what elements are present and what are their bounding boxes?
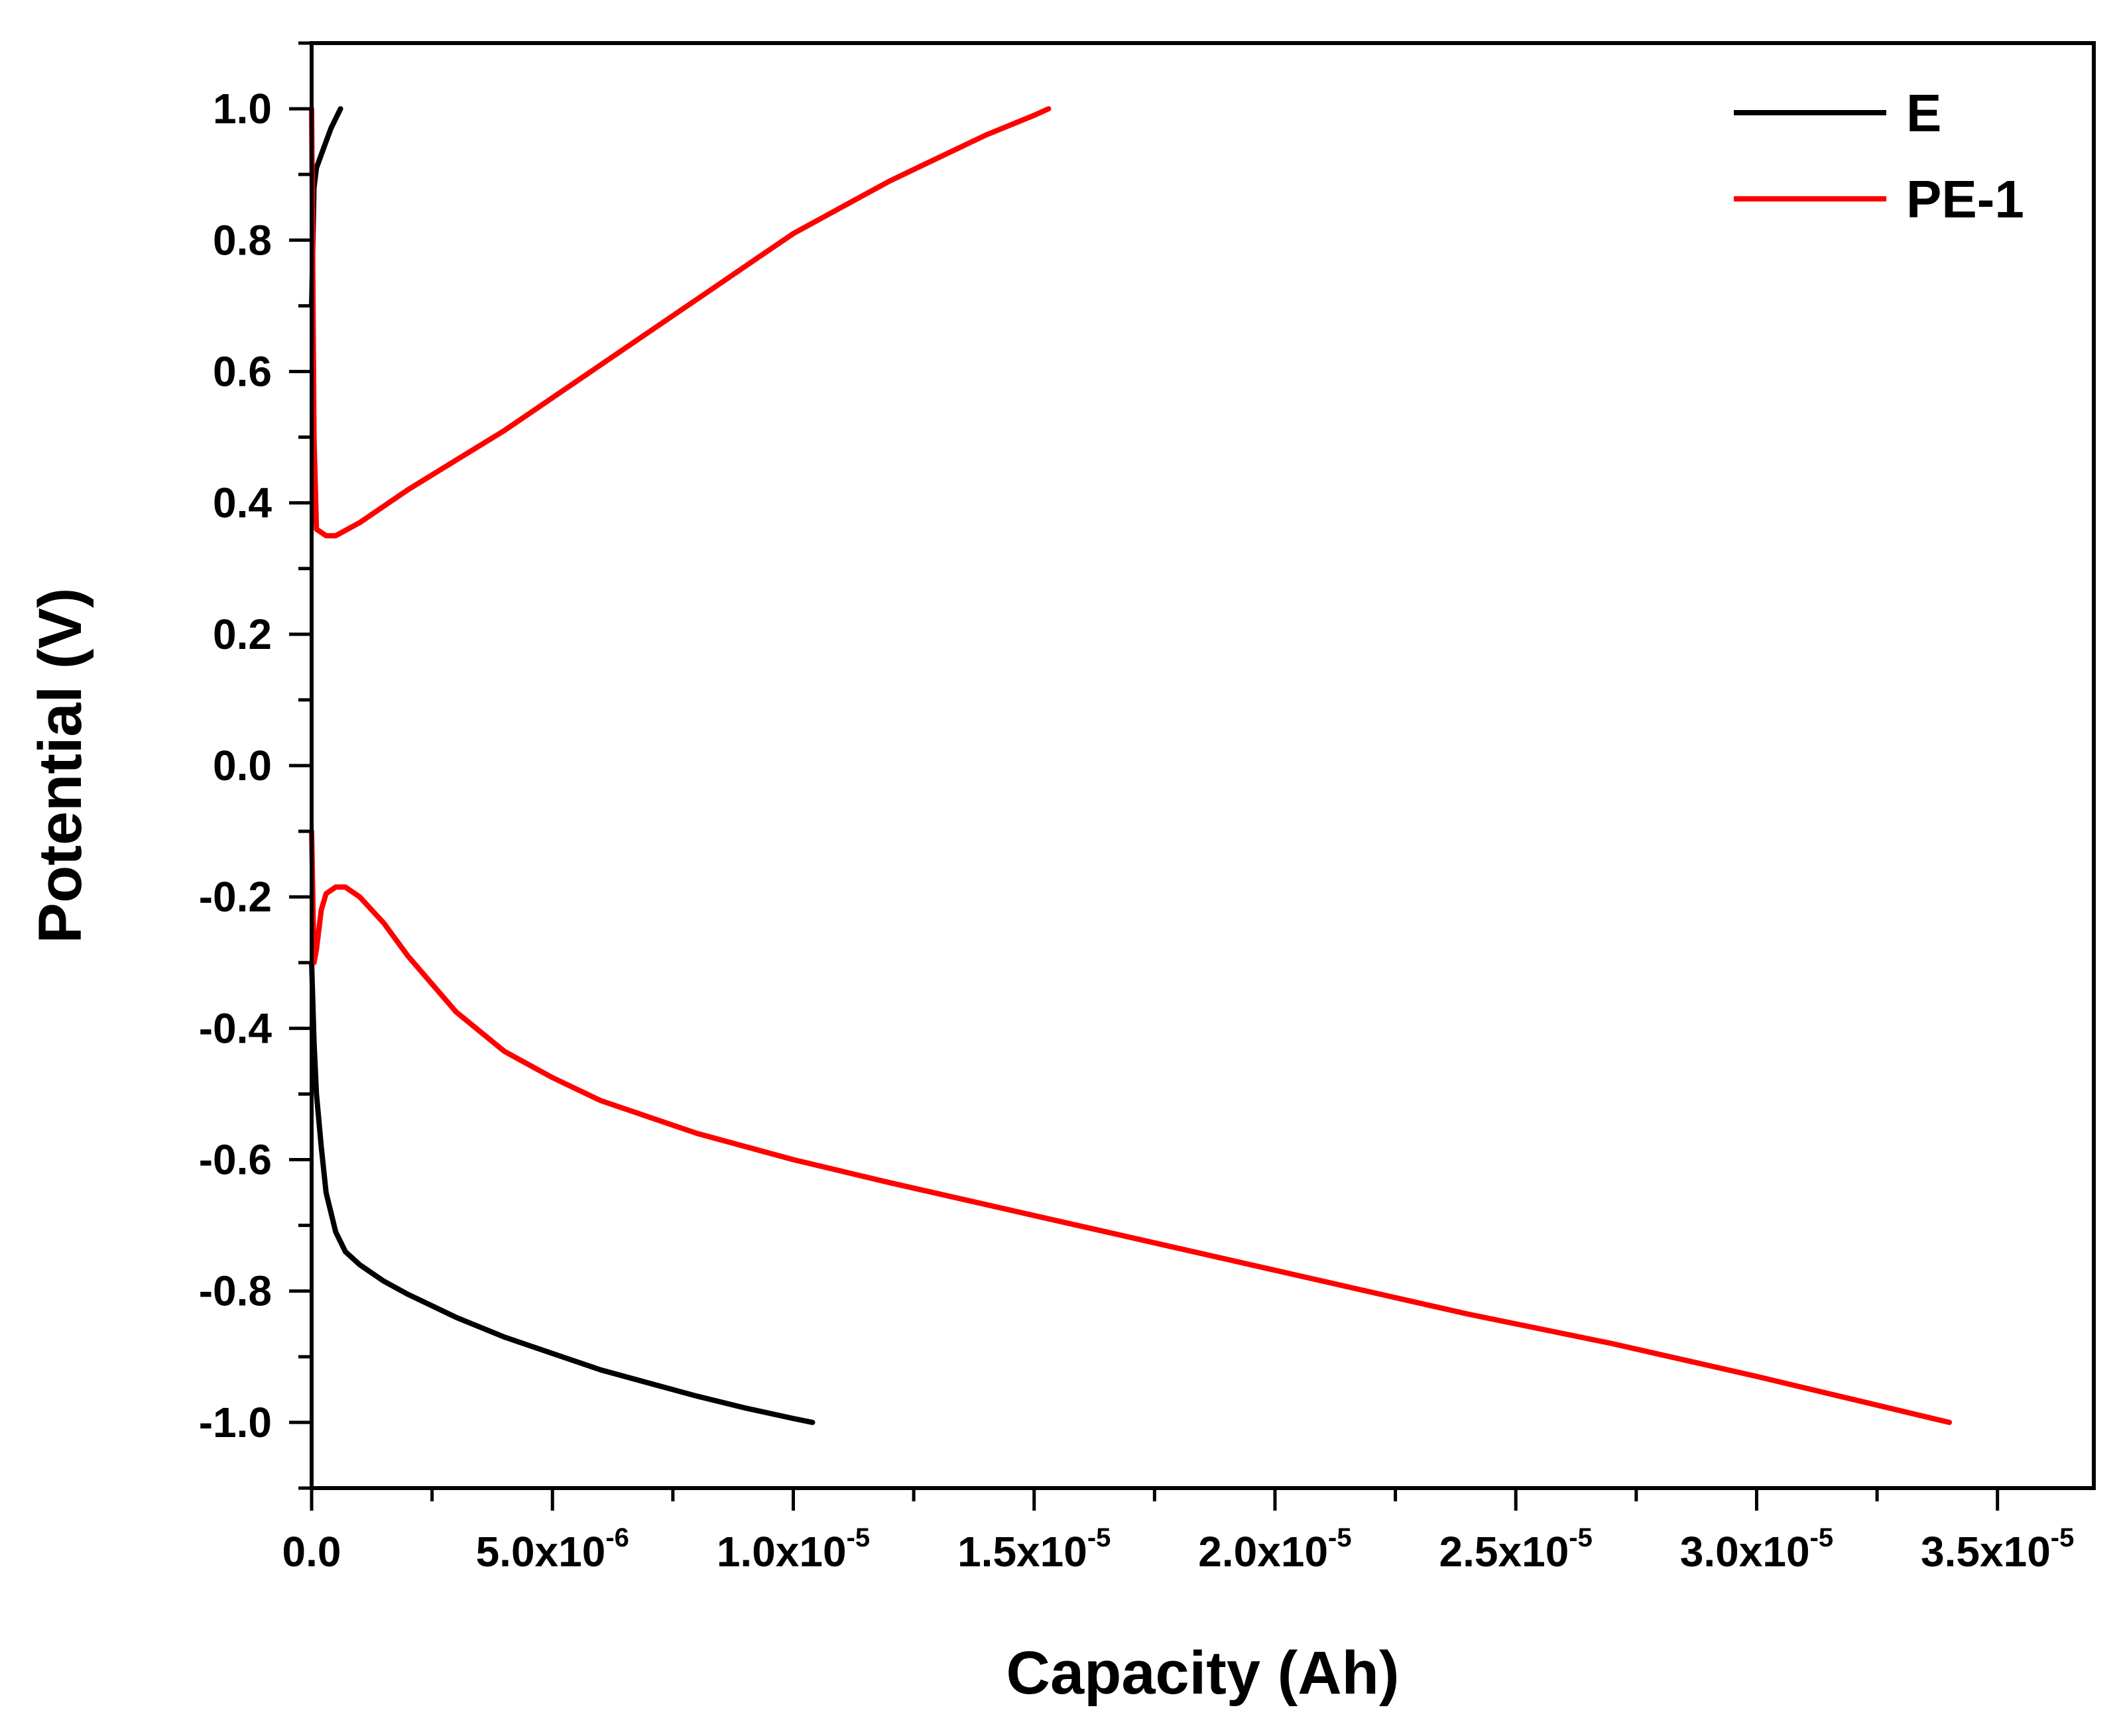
x-tick-label-4: 2.0x10-5 xyxy=(1198,1523,1351,1576)
x-tick-label-3: 1.5x10-5 xyxy=(957,1523,1111,1576)
y-axis-title: Potential (V) xyxy=(27,588,94,944)
plot-frame xyxy=(310,41,2096,1490)
labels-layer: 0.0 5.0x10-6 1.0x10-5 1.5x10-5 2.0x10-5 2.5x1… xyxy=(199,85,2075,1576)
series-e-line-0 xyxy=(309,106,343,309)
series-pe-1-line-1 xyxy=(309,829,1953,1425)
y-tick-label-4: 0.2 xyxy=(213,610,272,658)
legend-label-pe-1: PE-1 xyxy=(1906,170,2024,229)
y-tick-label-6: -0.2 xyxy=(199,873,272,921)
y-tick-label-1: 0.8 xyxy=(213,216,272,264)
y-tick-label-8: -0.6 xyxy=(199,1136,272,1184)
y-tick-label-2: 0.6 xyxy=(213,347,272,395)
x-axis-title: Capacity (Ah) xyxy=(1006,1639,1400,1707)
y-tick-label-10: -1.0 xyxy=(199,1399,272,1446)
x-tick-label-6: 3.0x10-5 xyxy=(1680,1523,1833,1576)
series-pe-1-line-0 xyxy=(309,106,1052,539)
y-tick-label-3: 0.4 xyxy=(213,479,272,527)
series-layer xyxy=(309,106,1953,1425)
y-tick-label-7: -0.4 xyxy=(199,1004,273,1052)
x-tick-label-1: 5.0x10-6 xyxy=(476,1523,629,1576)
x-tick-label-0: 0.0 xyxy=(282,1528,341,1576)
x-tick-label-7: 3.5x10-5 xyxy=(1921,1523,2074,1576)
x-tick-label-5: 2.5x10-5 xyxy=(1439,1523,1593,1576)
ticks-layer xyxy=(289,41,2000,1511)
legend-label-e: E xyxy=(1906,84,1941,143)
series-e-line-1 xyxy=(309,960,816,1425)
y-tick-label-0: 1.0 xyxy=(213,85,272,133)
x-tick-label-2: 1.0x10-5 xyxy=(717,1523,870,1576)
y-tick-label-5: 0.0 xyxy=(213,742,272,789)
legend: E PE-1 xyxy=(1734,84,2024,229)
y-tick-label-9: -0.8 xyxy=(199,1267,272,1315)
